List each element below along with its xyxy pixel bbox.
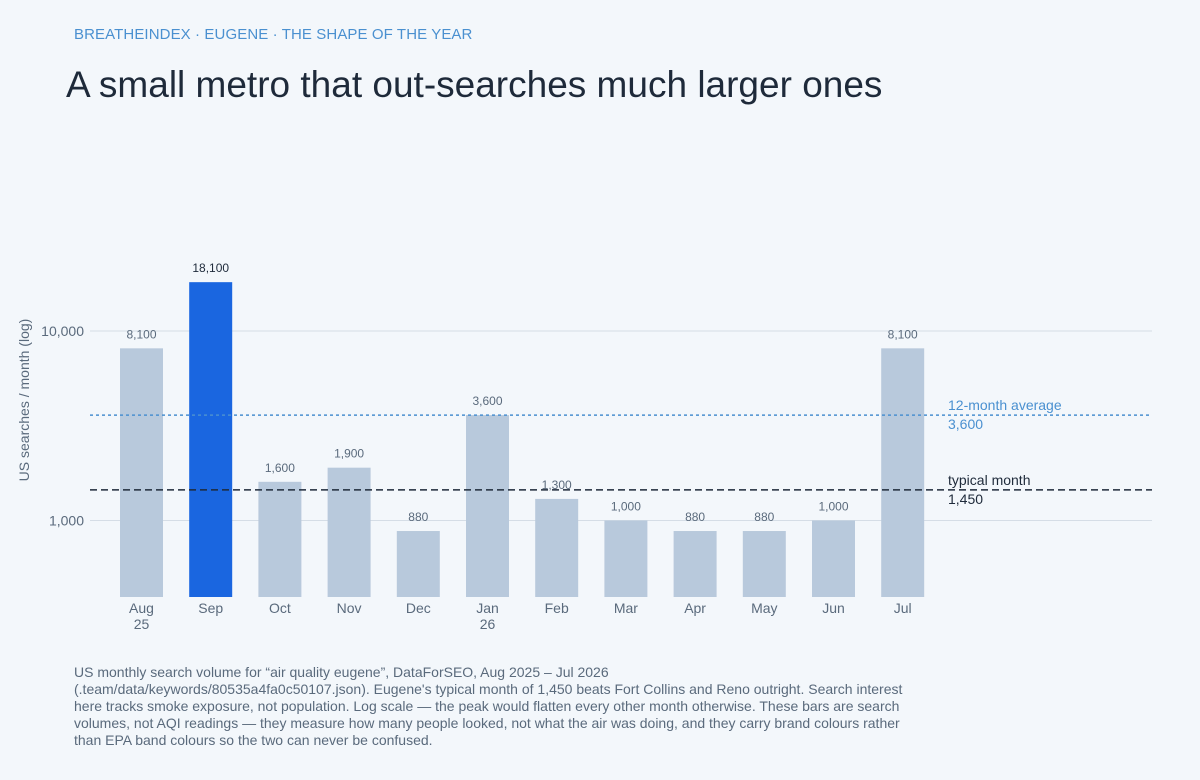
y-tick-label: 10,000 — [41, 323, 84, 339]
chart-title: A small metro that out-searches much lar… — [66, 64, 883, 105]
y-tick-label: 1,000 — [49, 513, 84, 529]
bar-chart: 1,000 10,000 US searches / month (log) 8,10… — [16, 261, 1152, 632]
bar — [466, 415, 509, 597]
data-label: 8,100 — [126, 327, 156, 341]
bar — [327, 467, 371, 597]
data-label: 880 — [685, 510, 705, 524]
x-tick-label: Dec — [406, 600, 431, 616]
bar — [258, 481, 302, 597]
bar — [396, 531, 440, 597]
x-tick-label: Mar — [614, 600, 638, 616]
data-label: 3,600 — [472, 394, 502, 408]
bar — [742, 531, 786, 597]
reference-line-value: 1,450 — [948, 491, 983, 507]
x-tick-label: Sep — [198, 600, 223, 616]
bar — [120, 348, 163, 597]
x-tick-label: Oct — [269, 600, 291, 616]
x-tick-label: Nov — [337, 600, 362, 616]
x-tick-label: Jan — [476, 600, 499, 616]
x-tick-label: Jun — [822, 600, 845, 616]
data-label: 1,300 — [542, 478, 572, 492]
y-axis-title: US searches / month (log) — [16, 319, 32, 482]
data-label: 1,900 — [334, 447, 364, 461]
data-label: 1,000 — [818, 500, 848, 514]
chart-kicker: BREATHEINDEX · EUGENE · THE SHAPE OF THE… — [74, 26, 473, 43]
bar — [189, 282, 233, 597]
chart-footnote: US monthly search volume for “air qualit… — [74, 664, 903, 748]
x-tick-label: Feb — [545, 600, 569, 616]
x-tick-label: Apr — [684, 600, 706, 616]
bar — [604, 520, 648, 597]
data-label: 1,600 — [265, 461, 295, 475]
x-tick-label: 25 — [134, 616, 150, 632]
data-label: 18,100 — [192, 261, 229, 275]
reference-line-label: typical month — [948, 472, 1030, 488]
x-tick-label: Jul — [894, 600, 912, 616]
bar — [881, 348, 925, 597]
data-label: 880 — [408, 510, 428, 524]
data-label: 1,000 — [611, 500, 641, 514]
reference-line-label: 12-month average — [948, 397, 1062, 413]
bar — [673, 531, 717, 597]
x-tick-label: Aug — [129, 600, 154, 616]
reference-line-value: 3,600 — [948, 416, 983, 432]
x-tick-label: May — [751, 600, 777, 616]
x-tick-label: 26 — [480, 616, 496, 632]
bar — [535, 498, 579, 597]
bar — [812, 520, 855, 597]
data-label: 880 — [754, 510, 774, 524]
data-label: 8,100 — [888, 327, 918, 341]
